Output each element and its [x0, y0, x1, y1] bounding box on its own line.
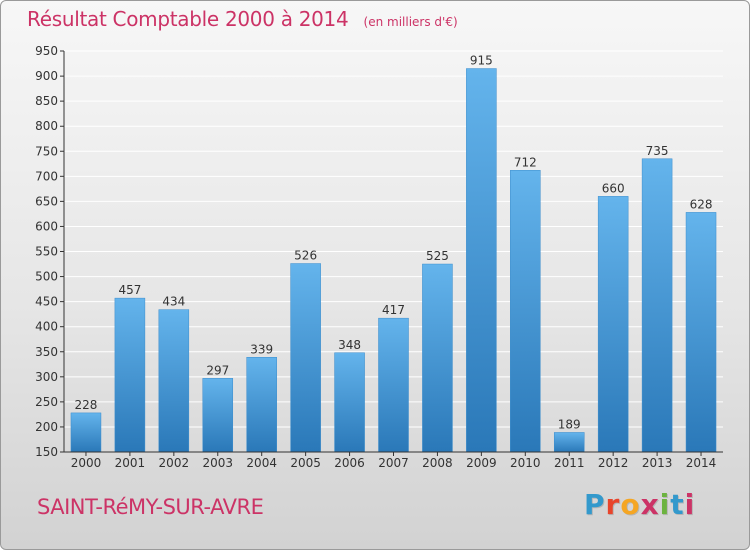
data-labels: 228 457 434 297 339 526 348 417 525 915 712 189 660 7…: [75, 54, 713, 432]
y-tick-label: 800: [35, 119, 58, 133]
bar: [641, 158, 673, 453]
logo-letter: P: [584, 488, 606, 521]
bar: [510, 170, 541, 453]
bar: [553, 432, 585, 453]
data-label: 660: [602, 181, 625, 195]
data-label: 735: [646, 144, 669, 158]
y-tick-label: 550: [35, 245, 58, 259]
chart-title: Résultat Comptable 2000 à 2014: [27, 7, 349, 31]
x-tick-label: 2007: [378, 456, 409, 470]
x-tick-label: 2010: [510, 456, 541, 470]
axes: 150 200 250 300 350 400 450 500 550 600 650 700 750 8…: [35, 44, 723, 470]
logo-letter: r: [605, 488, 621, 521]
bars: [70, 68, 717, 453]
bar: [334, 352, 365, 453]
y-tick-label: 700: [35, 169, 58, 183]
y-tick-label: 350: [35, 345, 58, 359]
y-tick-label: 850: [35, 94, 58, 108]
data-label: 297: [206, 363, 229, 377]
y-tick-label: 600: [35, 219, 58, 233]
data-label: 339: [250, 342, 273, 356]
bar: [70, 412, 102, 453]
data-label: 417: [382, 303, 405, 317]
bar: [158, 309, 190, 453]
data-label: 457: [118, 283, 141, 297]
bar: [685, 212, 717, 453]
y-tick-label: 200: [35, 420, 58, 434]
data-label: 526: [294, 249, 317, 263]
logo-letter: t: [670, 488, 685, 521]
x-tick-label: 2003: [202, 456, 233, 470]
x-tick-label: 2014: [686, 456, 717, 470]
x-tick-label: 2005: [290, 456, 321, 470]
data-label: 712: [514, 155, 537, 169]
data-label: 628: [690, 197, 713, 211]
y-tick-label: 500: [35, 270, 58, 284]
y-tick-label: 950: [35, 44, 58, 58]
x-tick-label: 2004: [246, 456, 277, 470]
bar: [422, 263, 453, 453]
logo-letter: i: [684, 488, 696, 521]
commune-name: SAINT-RéMY-SUR-AVRE: [37, 495, 264, 519]
data-label: 434: [162, 295, 185, 309]
y-tick-label: 250: [35, 395, 58, 409]
y-tick-label: 750: [35, 144, 58, 158]
bar: [378, 317, 409, 453]
x-tick-label: 2013: [642, 456, 673, 470]
logo-letter: i: [659, 488, 671, 521]
y-tick-label: 900: [35, 69, 58, 83]
y-tick-label: 450: [35, 295, 58, 309]
logo-letter: o: [620, 488, 641, 521]
x-tick-label: 2009: [466, 456, 497, 470]
y-tick-label: 400: [35, 320, 58, 334]
bar: [114, 297, 146, 453]
x-tick-label: 2000: [71, 456, 102, 470]
y-tick-label: 650: [35, 194, 58, 208]
x-tick-label: 2012: [598, 456, 629, 470]
x-tick-label: 2011: [554, 456, 585, 470]
bar: [290, 263, 321, 453]
y-tick-label: 150: [35, 445, 58, 459]
proxiti-logo: Proxiti: [584, 488, 695, 521]
data-label: 525: [426, 249, 449, 263]
x-tick-label: 2006: [334, 456, 365, 470]
x-tick-label: 2002: [159, 456, 190, 470]
bar: [202, 378, 234, 453]
y-tick-label: 300: [35, 370, 58, 384]
data-label: 348: [338, 338, 361, 352]
data-label: 915: [470, 54, 493, 68]
bar: [466, 68, 497, 453]
bar: [246, 357, 277, 453]
data-label: 189: [558, 417, 581, 431]
x-tick-label: 2008: [422, 456, 453, 470]
title-line: Résultat Comptable 2000 à 2014 (en milli…: [27, 7, 458, 31]
bar: [597, 196, 629, 453]
x-tick-label: 2001: [115, 456, 146, 470]
logo-letter: x: [640, 488, 660, 521]
chart-subtitle: (en milliers d'€): [363, 15, 458, 29]
data-label: 228: [75, 398, 98, 412]
